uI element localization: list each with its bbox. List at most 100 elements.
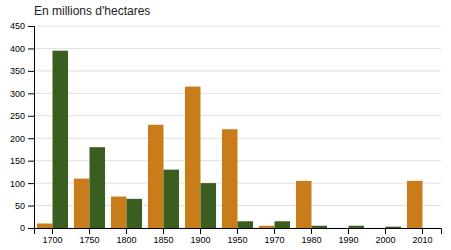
y-tick-mark [28, 161, 34, 162]
y-tick: 100 [10, 178, 34, 188]
grid-line [34, 48, 441, 49]
y-tick-mark [28, 228, 34, 229]
bar [259, 226, 275, 228]
bar [201, 183, 217, 228]
y-tick-label: 50 [15, 201, 25, 211]
x-tick-label: 1700 [42, 235, 62, 245]
x-tick: 1990 [338, 228, 358, 245]
x-tick-label: 1750 [79, 235, 99, 245]
bar [127, 199, 143, 228]
x-tick: 1900 [190, 228, 210, 245]
y-tick-mark [28, 206, 34, 207]
x-tick-label: 1900 [190, 235, 210, 245]
grid [34, 26, 441, 228]
y-tick-label: 200 [10, 134, 25, 144]
y-tick-mark [28, 48, 34, 49]
bar [423, 228, 439, 229]
y-tick: 300 [10, 89, 34, 99]
y-tick: 400 [10, 44, 34, 54]
x-tick-mark [126, 228, 127, 234]
bars [37, 51, 423, 228]
y-tick-mark [28, 183, 34, 184]
y-tick-mark [28, 116, 34, 117]
x-tick-label: 1990 [338, 235, 358, 245]
y-axis: 0 50 100 150 200 250 300 350 400 450 [10, 21, 35, 233]
x-tick-mark [385, 228, 386, 234]
chart: 1700175018001850190019501970198019902000… [0, 0, 451, 250]
x-tick-label: 1800 [116, 235, 136, 245]
y-tick-label: 250 [10, 111, 25, 121]
y-tick-label: 150 [10, 156, 25, 166]
y-tick: 200 [10, 134, 34, 144]
x-tick-mark [52, 228, 53, 234]
y-tick: 450 [10, 21, 34, 31]
y-tick-label: 0 [20, 223, 25, 233]
x-tick: 2010 [412, 228, 432, 245]
bar [164, 170, 180, 228]
y-tick-label: 350 [10, 66, 25, 76]
x-tick-label: 1970 [264, 235, 284, 245]
x-tick: 2000 [375, 228, 395, 245]
x-tick-label: 1980 [301, 235, 321, 245]
x-tick-label: 1850 [153, 235, 173, 245]
x-tick: 1950 [227, 228, 247, 245]
x-tick-mark [237, 228, 238, 234]
x-tick: 1970 [264, 228, 284, 245]
grid-line [34, 115, 441, 116]
bar [386, 227, 402, 228]
bar [275, 221, 291, 228]
grid-line [34, 70, 441, 71]
x-tick-mark [348, 228, 349, 234]
x-tick: 1980 [301, 228, 321, 245]
y-tick-label: 450 [10, 21, 25, 31]
bar [74, 179, 90, 228]
bar [349, 226, 365, 228]
grid-line [34, 26, 441, 27]
x-tick-mark [89, 228, 90, 234]
x-tick-label: 1950 [227, 235, 247, 245]
x-tick: 1750 [79, 228, 99, 245]
plot: 1700175018001850190019501970198019902000… [10, 21, 442, 245]
x-tick: 1850 [153, 228, 173, 245]
x-tick: 1700 [42, 228, 62, 245]
x-tick-mark [200, 228, 201, 234]
y-axis-line [28, 27, 35, 229]
x-tick-mark [311, 228, 312, 234]
bar [37, 224, 53, 228]
x-tick-mark [163, 228, 164, 234]
y-tick: 0 [20, 223, 34, 233]
x-tick: 1800 [116, 228, 136, 245]
bar [312, 226, 328, 228]
bar [333, 228, 349, 229]
x-tick-mark [422, 228, 423, 234]
x-axis: 1700 1750 1800 1850 1900 1950 1970 1980 1990 2000… [35, 228, 442, 245]
bar-series [37, 87, 423, 228]
bar [185, 87, 201, 228]
bar-series [53, 51, 402, 228]
x-tick-label: 2010 [412, 235, 432, 245]
bar [296, 181, 312, 228]
bar [370, 228, 386, 229]
bar [407, 181, 423, 228]
x-tick-mark [274, 228, 275, 234]
x-axis-line [35, 229, 442, 235]
bar [111, 197, 127, 228]
y-tick-mark [28, 71, 34, 72]
bar [53, 51, 69, 228]
y-tick: 150 [10, 156, 34, 166]
title: En millions d'hectares [34, 4, 150, 18]
grid-line [34, 93, 441, 94]
y-tick: 50 [15, 201, 34, 211]
y-tick-label: 300 [10, 89, 25, 99]
y-tick-label: 100 [10, 178, 25, 188]
y-tick-mark [28, 26, 34, 27]
y-tick: 350 [10, 66, 34, 76]
bar [148, 125, 164, 228]
y-tick: 250 [10, 111, 34, 121]
bar [222, 129, 238, 228]
y-tick-mark [28, 138, 34, 139]
bar [90, 147, 106, 228]
x-tick-label: 2000 [375, 235, 395, 245]
bar [238, 221, 254, 228]
y-tick-label: 400 [10, 44, 25, 54]
